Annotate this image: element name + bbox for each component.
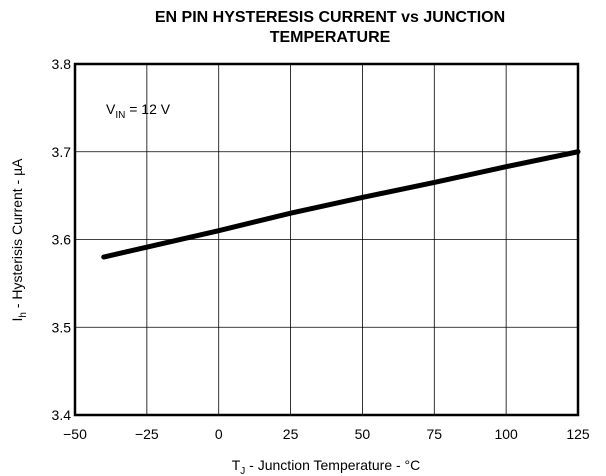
x-tick-label: −25	[135, 426, 159, 442]
x-label-sub: J	[240, 466, 245, 476]
y-label-rest: - Hysterisis Current - µA	[9, 158, 25, 312]
x-tick-label: 100	[494, 426, 518, 442]
y-tick-label: 3.7	[52, 144, 72, 160]
annotation-sub: IN	[115, 110, 125, 121]
x-label-rest: - Junction Temperature - °C	[245, 457, 420, 473]
y-tick-label: 3.4	[52, 407, 72, 423]
x-tick-label: 0	[215, 426, 223, 442]
data-line	[101, 149, 581, 260]
y-label-sub: h	[18, 312, 29, 318]
y-label-main: I	[9, 318, 25, 322]
y-axis-label: Ih - Hysterisis Current - µA	[9, 158, 29, 322]
x-tick-label: 50	[355, 426, 371, 442]
x-tick-label: 75	[426, 426, 442, 442]
x-axis-label: TJ - Junction Temperature - °C	[232, 457, 421, 476]
chart-title: TEMPERATURE	[270, 29, 391, 46]
chart-title: EN PIN HYSTERESIS CURRENT vs JUNCTION	[155, 9, 505, 26]
y-tick-label: 3.8	[52, 56, 72, 72]
y-tick-label: 3.5	[52, 319, 72, 335]
annotation: VIN = 12 V	[106, 101, 171, 121]
annotation-rest: = 12 V	[125, 101, 170, 117]
x-tick-label: −50	[63, 426, 87, 442]
plot-frame	[73, 62, 580, 417]
annotation-main: V	[106, 101, 116, 117]
y-tick-label: 3.6	[52, 232, 72, 248]
x-tick-label: 125	[566, 426, 590, 442]
x-label-main: T	[232, 457, 241, 473]
x-tick-label: 25	[283, 426, 299, 442]
